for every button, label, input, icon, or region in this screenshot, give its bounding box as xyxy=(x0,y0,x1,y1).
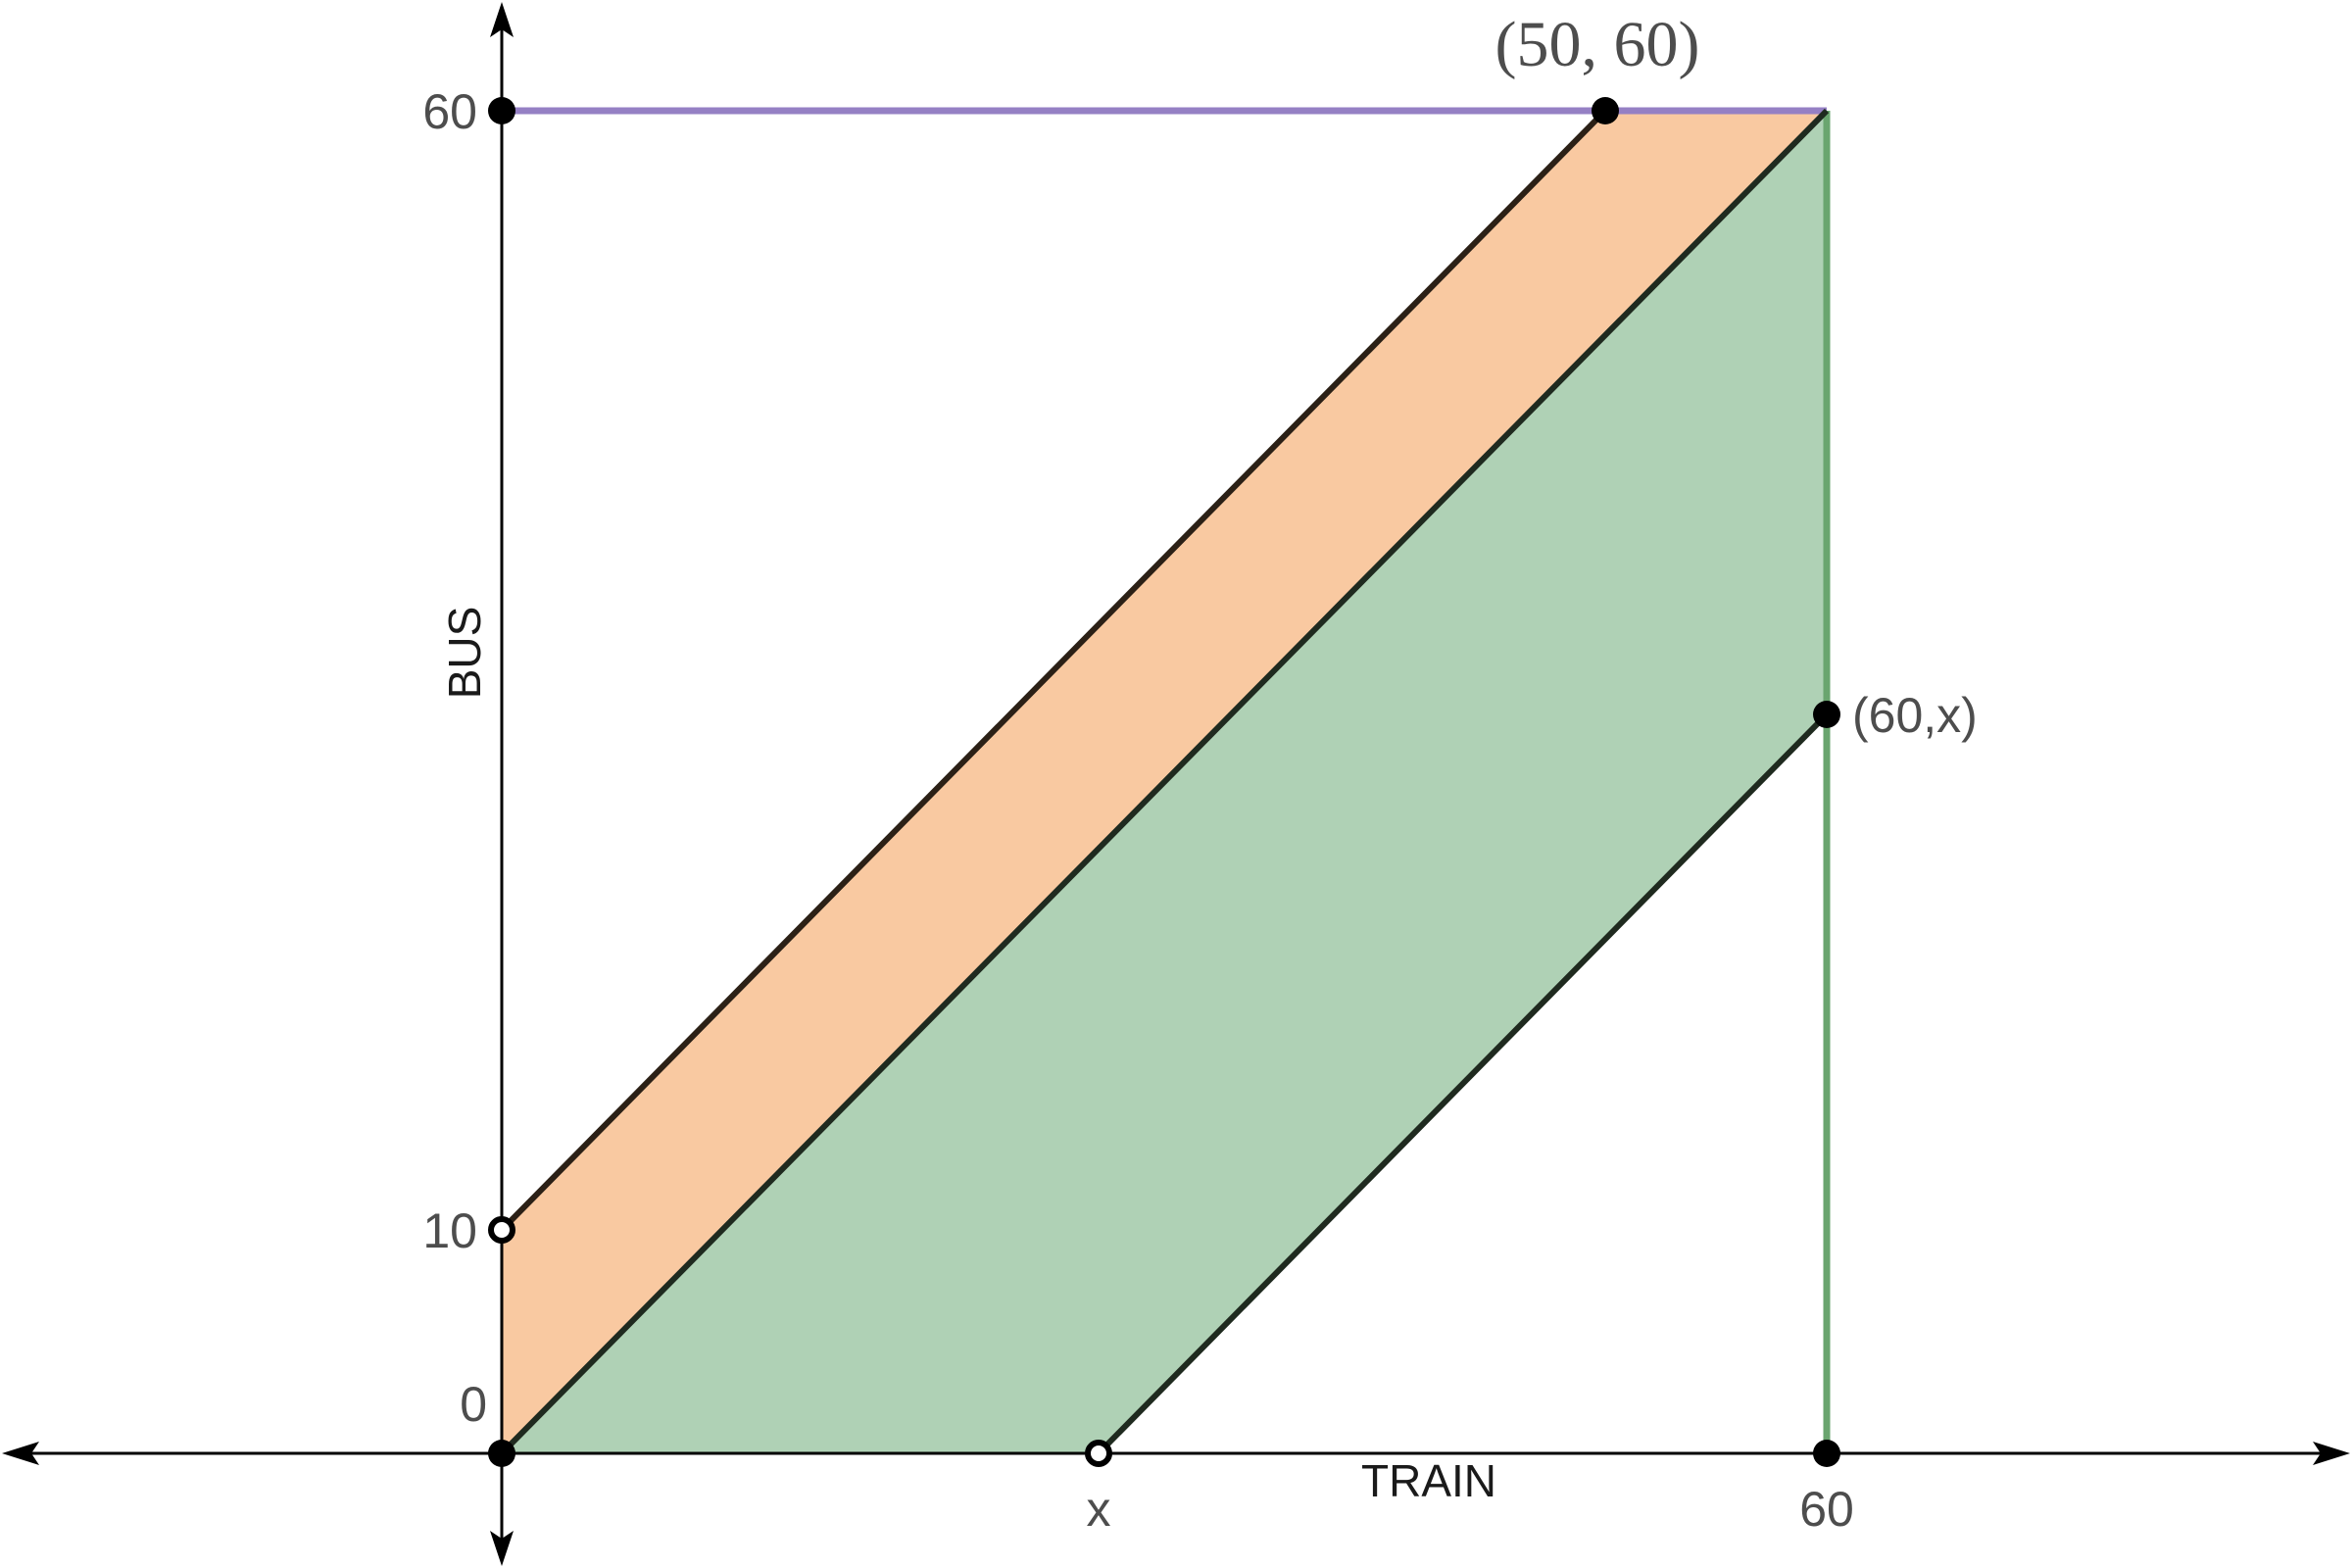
upper-diagonal-line xyxy=(499,108,1608,1233)
middle-diagonal-line xyxy=(499,108,1830,1456)
y-tick-10: 10 xyxy=(422,1203,477,1258)
point-label-50-60: (50, 60) xyxy=(1495,9,1700,80)
x-axis-title: TRAIN xyxy=(1361,1455,1496,1506)
y-axis-up-arrow-icon xyxy=(490,2,514,37)
point-label-60-x: (60,x) xyxy=(1852,688,1978,743)
y-axis-down-arrow-icon xyxy=(490,1531,514,1566)
y-axis-title: BUS xyxy=(439,607,490,700)
point-origin xyxy=(488,1440,515,1467)
x-tick-60: 60 xyxy=(1799,1482,1854,1537)
point-y-60 xyxy=(488,97,515,124)
x-axis-right-arrow-icon xyxy=(2313,1442,2350,1465)
point-x-60-axis xyxy=(1813,1440,1840,1467)
open-point-y-10 xyxy=(488,1216,515,1244)
open-point-x xyxy=(1085,1440,1112,1467)
x-tick-x: x xyxy=(1087,1482,1111,1537)
point-60-x xyxy=(1813,701,1840,728)
y-tick-60: 60 xyxy=(422,84,477,139)
lower-diagonal-line xyxy=(1096,711,1830,1456)
y-tick-0: 0 xyxy=(460,1377,487,1432)
point-50-60 xyxy=(1592,97,1619,124)
x-axis-left-arrow-icon xyxy=(2,1442,39,1465)
